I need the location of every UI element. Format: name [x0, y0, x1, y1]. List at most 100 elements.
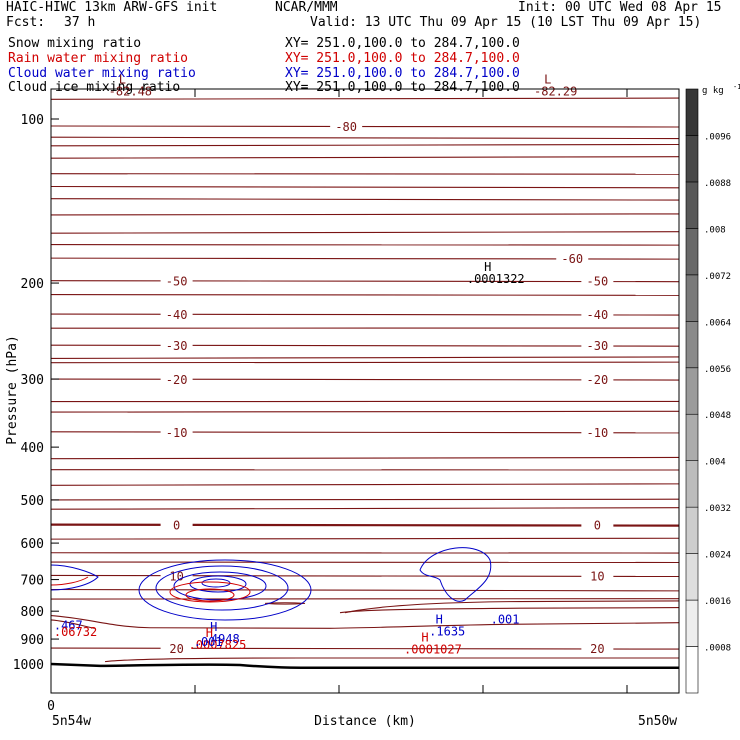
colorbar-level-label: .0024: [704, 551, 731, 561]
colorbar-level-label: .0016: [704, 597, 731, 607]
colorbar-segment: [685, 321, 699, 369]
contour-value-label: .467: [54, 619, 83, 633]
field-xy-snow: XY= 251.0,100.0 to 284.7,100.0: [285, 36, 520, 51]
cloud-water-contour: [419, 547, 492, 602]
temperature-contour-label: -10: [587, 426, 609, 440]
colorbar-level-label: .0072: [704, 272, 731, 282]
contour-value-label: .06732: [54, 625, 97, 639]
colorbar-level-label: .004: [704, 458, 726, 468]
temperature-contour-line: [50, 97, 680, 100]
extremum-value: .1635: [429, 624, 465, 638]
temperature-contour-line: [50, 156, 680, 159]
temperature-contour-line: [50, 410, 680, 413]
colorbar-level-label: .0008: [704, 644, 731, 654]
x-axis-label: Distance (km): [314, 714, 416, 729]
temperature-contour-line: [50, 537, 680, 540]
temperature-contour-label: -40: [166, 308, 188, 322]
contour-label-bg: [581, 307, 614, 321]
forecast-hours: 37 h: [64, 15, 96, 30]
colorbar-segment: [685, 181, 699, 229]
extremum-type: L: [119, 72, 126, 86]
temperature-contour-line: [50, 378, 680, 381]
temperature-contour-label: 0: [173, 519, 180, 533]
temperature-contour-label: 20: [169, 642, 183, 656]
field-name-cloud-ice: Cloud ice mixing ratio: [8, 80, 181, 95]
temperature-contour-line: [104, 657, 679, 663]
temperature-contour-label: -30: [166, 339, 188, 353]
colorbar-segment: [685, 646, 699, 694]
temperature-contour-label: -50: [166, 275, 188, 289]
extremum-value: .0007825: [189, 638, 247, 652]
temperature-contour-label: -20: [166, 373, 188, 387]
rain-water-contour: [50, 576, 89, 586]
temperature-contour-line: [50, 143, 680, 147]
forecast-label: Fcst:: [6, 15, 46, 30]
temperature-contour-line: [50, 185, 680, 189]
contour-label-bg: [581, 568, 614, 582]
temperature-contour-line: [50, 588, 680, 592]
colorbar-segment: [685, 228, 699, 276]
cloud-water-contour: [155, 565, 289, 611]
contour-label-bg: [581, 424, 614, 438]
plot-frame: [50, 88, 680, 694]
y-tick-label: 200: [21, 277, 44, 292]
rain-water-contour: [185, 588, 235, 602]
temperature-contour-line: [50, 198, 680, 201]
colorbar-unit: g kg: [702, 86, 724, 96]
y-tick-label: 800: [21, 605, 44, 620]
colorbar-level-label: .0064: [704, 318, 731, 328]
colorbar-segment: [685, 460, 699, 508]
temperature-contour-line: [50, 619, 96, 629]
extremum-value: .0001027: [404, 643, 462, 657]
contour-label-bg: [160, 273, 193, 287]
y-tick-label: 1000: [13, 658, 44, 673]
contour-label-bg: [581, 517, 614, 531]
temperature-contour-line: [264, 602, 306, 605]
y-tick-label: 500: [21, 494, 44, 509]
contour-label-bg: [160, 568, 193, 582]
temperature-contour-line: [50, 361, 680, 364]
temperature-contour-line: [50, 507, 680, 510]
colorbar-unit-exponent: -1: [733, 83, 740, 91]
temperature-contour-line: [50, 125, 680, 128]
model-title: HAIC-HIWC 13km ARW-GFS init: [6, 0, 218, 15]
contour-label-bg: [160, 641, 193, 655]
colorbar-segment: [685, 553, 699, 601]
y-tick-label: 900: [21, 633, 44, 648]
temperature-contour-line: [50, 523, 680, 527]
temperature-contour-label: -40: [587, 308, 609, 322]
colorbar-segment: [685, 413, 699, 461]
colorbar-segment: [685, 274, 699, 322]
temperature-contour-line: [50, 456, 680, 460]
temperature-contour-line: [50, 498, 680, 501]
contour-label-bg: [581, 338, 614, 352]
temperature-contour-line: [50, 294, 680, 296]
temperature-contour-line: [50, 615, 680, 629]
contour-label-bg: [160, 517, 193, 531]
contour-label-bg: [160, 307, 193, 321]
colorbar-level-label: .0056: [704, 365, 731, 375]
temperature-contour-label: -10: [166, 426, 188, 440]
extremum-value: -82.48: [109, 84, 152, 98]
temperature-contour-label: 20: [590, 642, 604, 656]
y-tick-label: 300: [21, 373, 44, 388]
colorbar-segment: [685, 599, 699, 647]
temperature-contour-line: [50, 244, 680, 246]
temperature-contour-line: [50, 356, 680, 359]
org-label: NCAR/MMM: [275, 0, 338, 15]
temperature-contour-line: [50, 574, 680, 578]
extremum-value: -82.29: [534, 84, 577, 98]
y-tick-label: 400: [21, 441, 44, 456]
rain-water-contour: [169, 581, 251, 603]
field-name-snow: Snow mixing ratio: [8, 36, 142, 51]
field-xy-cloud-ice: XY= 251.0,100.0 to 284.7,100.0: [285, 80, 520, 95]
temperature-contour-label: -80: [335, 120, 357, 134]
contour-label-bg: [581, 641, 614, 655]
init-time: Init: 00 UTC Wed 08 Apr 15: [518, 0, 722, 15]
colorbar-level-label: .0032: [704, 504, 731, 514]
temperature-contour-label: -60: [561, 252, 583, 266]
terrain-line: [50, 662, 679, 670]
extremum-type: H: [421, 631, 428, 645]
colorbar-level-label: .008: [704, 225, 726, 235]
